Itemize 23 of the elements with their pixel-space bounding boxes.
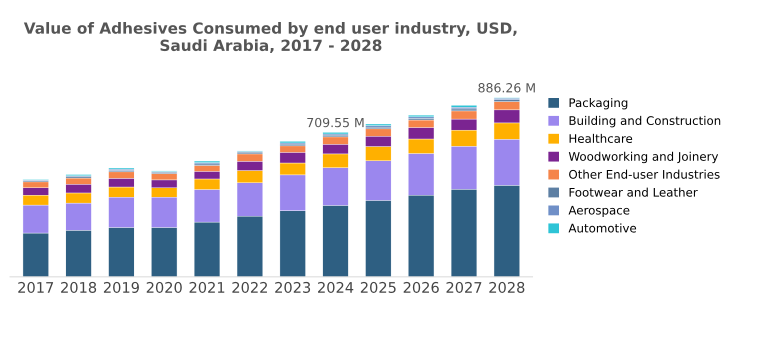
legend-label: Packaging <box>570 98 628 110</box>
legend-label: Automotive <box>568 223 636 233</box>
x-tick-label: 2022 <box>232 282 267 293</box>
legend-label: Aerospace <box>568 206 630 217</box>
x-tick-label: 2026 <box>404 282 439 293</box>
x-tick-label: 2028 <box>489 282 524 293</box>
x-tick-label: 2021 <box>190 282 224 293</box>
annotation: 886.26 M <box>478 83 535 93</box>
x-tick-label: 2025 <box>360 282 396 293</box>
annotation: 709.55 M <box>307 118 364 128</box>
x-tick-label: 2018 <box>61 282 96 293</box>
x-tick-label: 2027 <box>446 282 482 293</box>
x-tick-label: 2019 <box>104 282 139 293</box>
legend-label: Other End-user Industries <box>569 170 720 179</box>
legend-label: Footwear and Leather <box>570 188 698 197</box>
legend-label: Woodworking and Joinery <box>568 152 718 164</box>
legend-label: Building and Construction <box>570 116 720 128</box>
x-tick-label: 2017 <box>18 282 54 293</box>
x-tick-label: 2023 <box>275 282 310 293</box>
x-tick-label: 2020 <box>146 282 182 293</box>
chart-title: Value of Adhesives Consumed by end user industry, USD, Saudi Arabia, 2017 - 2028 <box>24 22 516 54</box>
legend-label: Healthcare <box>570 134 632 143</box>
x-tick-label: 2024 <box>318 282 354 293</box>
